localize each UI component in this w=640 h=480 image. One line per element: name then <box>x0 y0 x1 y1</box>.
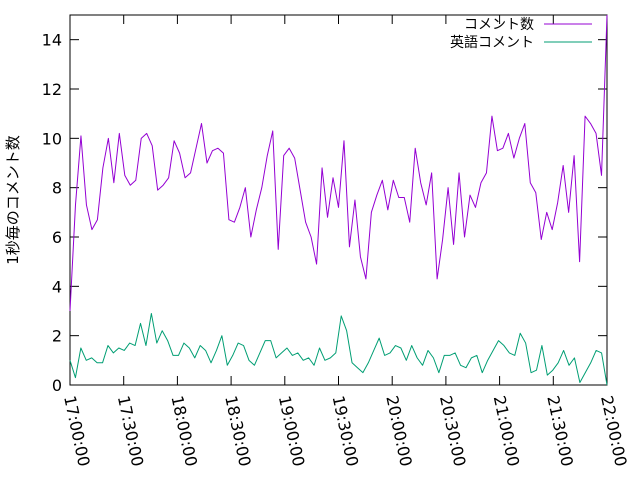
legend-label-comments: コメント数 <box>464 17 534 33</box>
y-tick-label: 8 <box>52 179 62 198</box>
y-tick-label: 0 <box>52 376 62 395</box>
series-layer <box>69 14 608 386</box>
x-tick-label: 20:00:00 <box>382 394 416 468</box>
x-tick-label: 18:00:00 <box>167 394 201 468</box>
y-tick-label: 14 <box>42 31 62 50</box>
legend-label-english-comments: 英語コメント <box>450 34 534 51</box>
x-axis: 17:00:00 17:30:00 18:00:00 18:30:00 19:00:00… <box>60 15 631 468</box>
x-tick-label: 18:30:00 <box>221 394 255 468</box>
plot-frame <box>69 14 608 386</box>
legend: コメント数 英語コメント <box>450 17 592 51</box>
x-tick-label: 21:30:00 <box>543 394 577 468</box>
x-tick-label: 19:30:00 <box>329 394 363 468</box>
y-tick-label: 2 <box>52 327 62 346</box>
x-tick-label: 21:00:00 <box>490 394 524 468</box>
x-tick-label: 19:00:00 <box>275 394 309 468</box>
x-tick-label: 20:30:00 <box>436 394 470 468</box>
series-line-comments <box>69 14 608 312</box>
x-tick-label: 17:30:00 <box>114 394 148 468</box>
y-tick-label: 10 <box>42 129 62 148</box>
x-tick-label: 17:00:00 <box>60 394 94 468</box>
y-tick-label: 12 <box>42 80 62 99</box>
y-tick-label: 4 <box>52 277 62 296</box>
series-line-english-comments <box>69 312 608 386</box>
y-tick-label: 6 <box>52 228 62 247</box>
x-tick-label: 22:00:00 <box>597 394 631 468</box>
plot-border <box>69 14 608 386</box>
y-axis-title: 1秒毎のコメント数 <box>4 135 22 265</box>
y-axis: 0 2 4 6 8 10 12 14 <box>42 31 607 395</box>
